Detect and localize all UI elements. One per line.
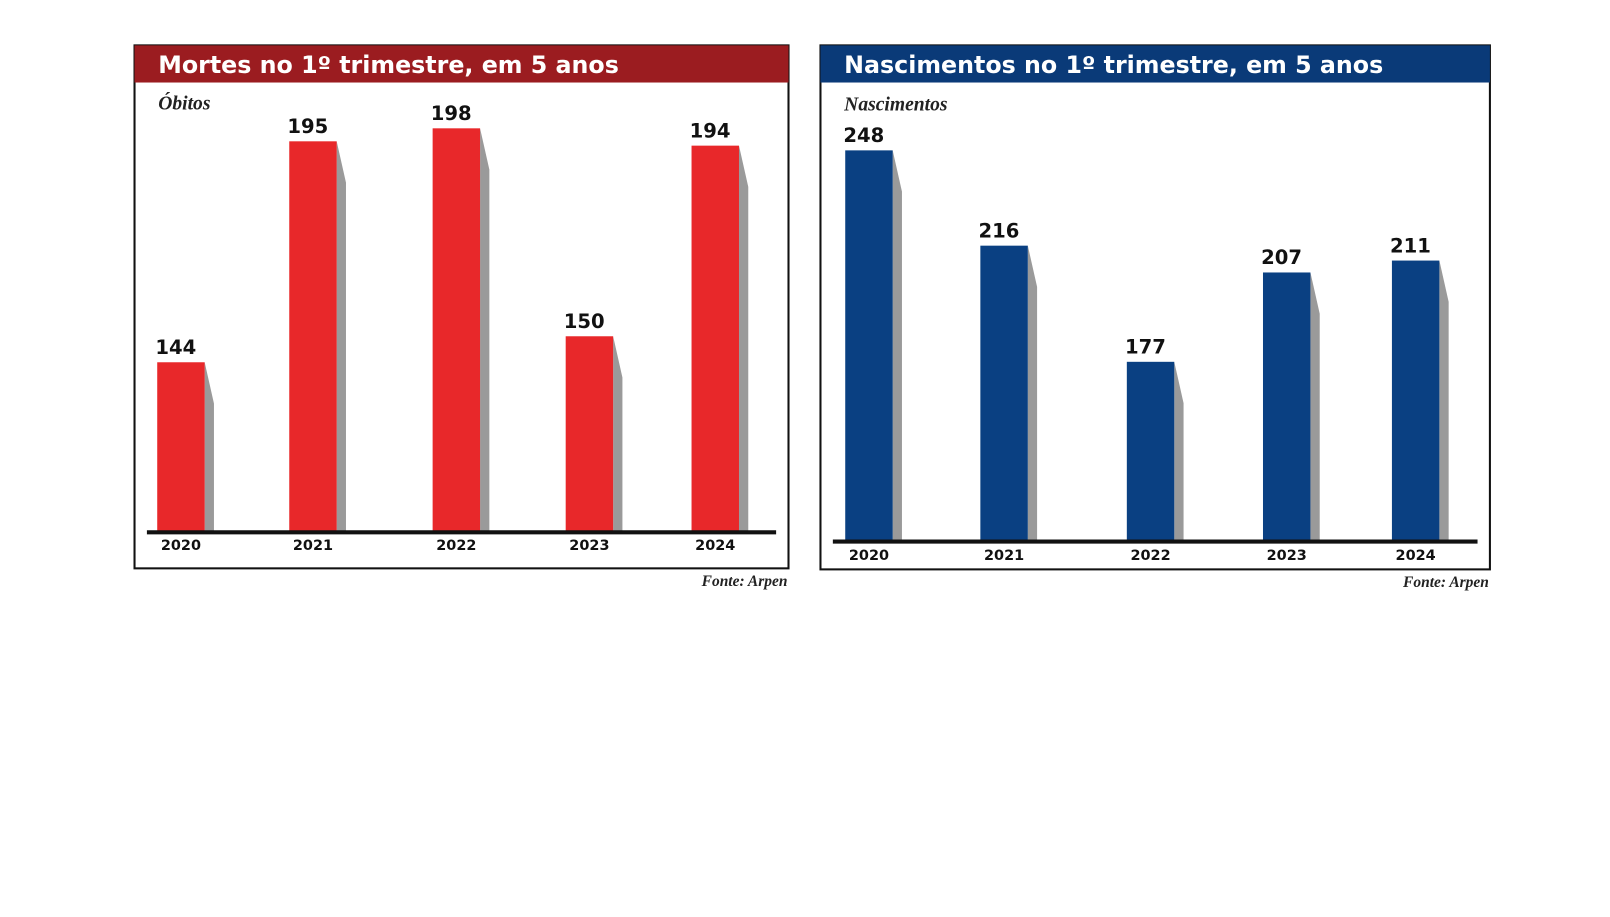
value-label: 195 (287, 115, 328, 138)
bar (289, 141, 337, 532)
chart-title: Nascimentos no 1º trimestre, em 5 anos (844, 51, 1383, 79)
bar (845, 150, 893, 541)
x-tick-label: 2023 (1267, 548, 1307, 564)
bar-shadow (738, 145, 749, 532)
x-tick-label: 2020 (849, 548, 889, 564)
bar (1126, 361, 1175, 541)
bar (565, 336, 614, 532)
bar (1262, 272, 1311, 541)
value-label: 248 (843, 124, 884, 147)
bar-shadow (204, 362, 214, 532)
source: Fonte: Arpen (1402, 574, 1489, 591)
x-tick-label: 2024 (1396, 548, 1436, 564)
bar-shadow (613, 336, 623, 532)
bar (691, 145, 739, 532)
x-tick-label: 2024 (695, 538, 735, 554)
bar (980, 245, 1028, 541)
value-label: 211 (1390, 234, 1431, 257)
chart-title: Mortes no 1º trimestre, em 5 anos (158, 51, 619, 79)
value-label: 216 (978, 219, 1019, 242)
bar-shadow (1174, 361, 1184, 541)
x-tick-label: 2020 (161, 538, 201, 554)
header-bar (820, 45, 1490, 83)
value-label: 194 (690, 119, 731, 142)
bar-shadow (1027, 245, 1038, 541)
bar-shadow (1310, 272, 1320, 541)
bar (1391, 260, 1440, 541)
bar (157, 362, 205, 532)
source: Fonte: Arpen (701, 573, 788, 590)
bar-shadow (480, 128, 490, 532)
x-tick-label: 2021 (293, 538, 333, 554)
value-label: 177 (1125, 336, 1166, 359)
value-label: 207 (1261, 246, 1302, 269)
x-tick-label: 2022 (436, 538, 476, 554)
header-bar (134, 45, 789, 83)
x-tick-label: 2023 (569, 538, 609, 554)
bar-shadow (336, 141, 346, 532)
bar-shadow (1439, 260, 1449, 541)
x-tick-label: 2021 (984, 548, 1024, 564)
bar (432, 128, 481, 532)
x-tick-label: 2022 (1130, 548, 1170, 564)
value-label: 144 (155, 336, 196, 359)
bar-shadow (892, 150, 902, 541)
y-axis-label: Nascimentos (843, 94, 948, 115)
value-label: 198 (431, 102, 472, 125)
y-axis-label: Óbitos (158, 92, 211, 114)
value-label: 150 (564, 310, 605, 333)
